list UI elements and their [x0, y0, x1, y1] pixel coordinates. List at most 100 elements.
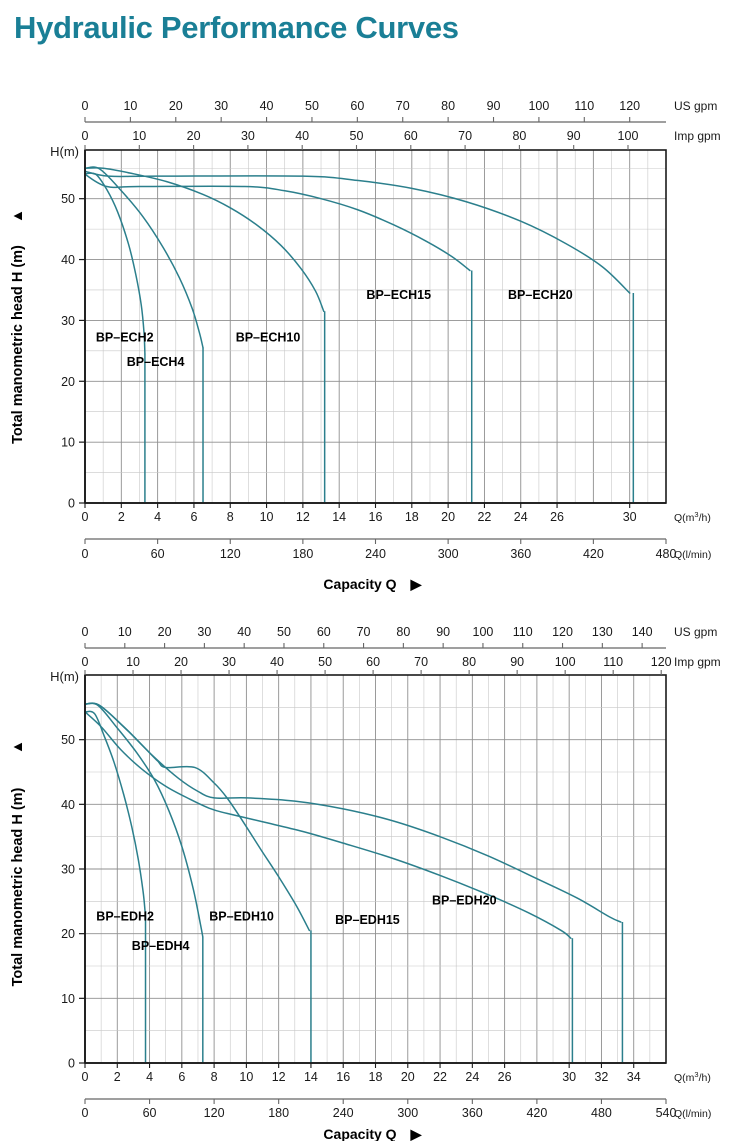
- curve-path: [84, 702, 204, 938]
- tick-label-lmin: 120: [204, 1106, 225, 1120]
- curve-path: [84, 170, 631, 294]
- grid-layer: [84, 674, 666, 1064]
- unit-suffix: /h): [699, 1072, 711, 1084]
- tick-label-m3h: 10: [260, 510, 274, 524]
- tick-label-imp-gpm: 40: [270, 655, 284, 669]
- curve-label-bp-ech15: BP–ECH15: [366, 288, 431, 302]
- tick-label-m3h: 16: [369, 510, 383, 524]
- tick-label-us-gpm: 120: [552, 625, 573, 639]
- tick-label-us-gpm: 100: [473, 625, 494, 639]
- tick-label-lmin: 540: [656, 1106, 677, 1120]
- tick-label-imp-gpm: 0: [82, 655, 89, 669]
- curve-label-bp-ech2: BP–ECH2: [96, 331, 154, 345]
- tick-label-m3h: 18: [405, 510, 419, 524]
- curves-layer: [84, 702, 624, 1063]
- curve-path: [84, 710, 146, 912]
- tick-label-imp-gpm: 40: [295, 129, 309, 143]
- tick-label-imp-gpm: 10: [126, 655, 140, 669]
- tick-label-us-gpm: 60: [350, 99, 364, 113]
- superscript-3: 3: [694, 510, 698, 519]
- tick-label-us-gpm: 40: [260, 99, 274, 113]
- tick-label-us-gpm: 130: [592, 625, 613, 639]
- tick-label-head: 10: [61, 436, 75, 450]
- unit-label-us-gpm: US gpm: [674, 99, 717, 113]
- unit-label-lmin: Q(l/min): [674, 549, 711, 561]
- tick-label-m3h: 20: [401, 1070, 415, 1084]
- tick-label-lmin: 120: [220, 547, 241, 561]
- curves-layer: [84, 166, 635, 503]
- tick-label-lmin: 240: [365, 547, 386, 561]
- curve-label-bp-edh15: BP–EDH15: [335, 913, 400, 927]
- curve-label-bp-edh4: BP–EDH4: [132, 939, 190, 953]
- tick-label-m3h: 4: [154, 510, 161, 524]
- tick-label-imp-gpm: 90: [567, 129, 581, 143]
- x-axis-arrow-icon: ▶: [410, 1126, 423, 1141]
- tick-label-lmin: 360: [462, 1106, 483, 1120]
- curve-path: [84, 167, 325, 313]
- tick-label-us-gpm: 0: [82, 625, 89, 639]
- tick-label-head: 20: [61, 375, 75, 389]
- tick-label-m3h: 14: [304, 1070, 318, 1084]
- tick-label-imp-gpm: 30: [241, 129, 255, 143]
- tick-label-lmin: 420: [583, 547, 604, 561]
- tick-label-lmin: 480: [656, 547, 677, 561]
- tick-label-head: 10: [61, 992, 75, 1006]
- curve-label-bp-ech20: BP–ECH20: [508, 288, 573, 302]
- tick-label-lmin: 180: [292, 547, 313, 561]
- tick-label-m3h: 30: [562, 1070, 576, 1084]
- curve-path: [84, 173, 471, 272]
- curve-bp-ech4: [84, 166, 204, 503]
- tick-label-head: 40: [61, 253, 75, 267]
- x-axis-arrow-icon: ▶: [410, 576, 423, 592]
- tick-label-m3h: 20: [441, 510, 455, 524]
- tick-label-m3h: 8: [211, 1070, 218, 1084]
- tick-label-m3h: 2: [118, 510, 125, 524]
- tick-label-us-gpm: 60: [317, 625, 331, 639]
- tick-label-m3h: 32: [594, 1070, 608, 1084]
- y-axis-arrow-icon: ▲: [10, 740, 26, 754]
- curve-bp-ech10: [84, 167, 326, 503]
- tick-label-m3h: 12: [272, 1070, 286, 1084]
- tick-label-imp-gpm: 50: [318, 655, 332, 669]
- tick-label-imp-gpm: 60: [366, 655, 380, 669]
- tick-label-imp-gpm: 80: [512, 129, 526, 143]
- curve-path: [84, 711, 572, 939]
- tick-label-lmin: 0: [82, 547, 89, 561]
- tick-label-m3h: 24: [465, 1070, 479, 1084]
- grid-layer: [84, 150, 666, 504]
- tick-label-us-gpm: 70: [396, 99, 410, 113]
- y-axis-arrow-icon: ▲: [10, 209, 26, 223]
- tick-label-us-gpm: 100: [528, 99, 549, 113]
- tick-label-us-gpm: 70: [357, 625, 371, 639]
- chart-svg-ech: BP–ECH2 BP–ECH4 BP–ECH10 BP–ECH15 BP–ECH20 0 1…: [10, 99, 721, 592]
- tick-label-us-gpm: 30: [214, 99, 228, 113]
- unit-label-m3h: Q(m3/h): [674, 510, 711, 524]
- tick-label-us-gpm: 50: [277, 625, 291, 639]
- curve-path: [84, 166, 204, 349]
- curve-label-bp-ech4: BP–ECH4: [127, 355, 185, 369]
- tick-label-m3h: 26: [498, 1070, 512, 1084]
- tick-label-us-gpm: 80: [441, 99, 455, 113]
- tick-label-us-gpm: 110: [574, 99, 594, 113]
- unit-label-imp-gpm: Imp gpm: [674, 129, 721, 143]
- curve-label-bp-ech10: BP–ECH10: [236, 331, 301, 345]
- tick-label-m3h: 0: [82, 1070, 89, 1084]
- page-title: Hydraulic Performance Curves: [14, 10, 459, 45]
- tick-label-m3h: 14: [332, 510, 346, 524]
- tick-label-head: 40: [61, 798, 75, 812]
- tick-label-lmin: 60: [151, 547, 165, 561]
- tick-label-imp-gpm: 90: [510, 655, 524, 669]
- curve-bp-edh20: [84, 702, 624, 1063]
- tick-label-m3h: 4: [146, 1070, 153, 1084]
- tick-label-lmin: 0: [82, 1106, 89, 1120]
- curve-bp-edh4: [84, 702, 204, 1063]
- tick-label-imp-gpm: 120: [651, 655, 672, 669]
- unit-label-lmin: Q(l/min): [674, 1108, 711, 1120]
- curve-path: [84, 702, 622, 923]
- tick-label-imp-gpm: 20: [187, 129, 201, 143]
- tick-label-lmin: 480: [591, 1106, 612, 1120]
- tick-label-imp-gpm: 20: [174, 655, 188, 669]
- tick-label-m3h: 16: [336, 1070, 350, 1084]
- y-axis-title: Total manometric head H (m): [10, 245, 26, 444]
- tick-label-m3h: 22: [433, 1070, 447, 1084]
